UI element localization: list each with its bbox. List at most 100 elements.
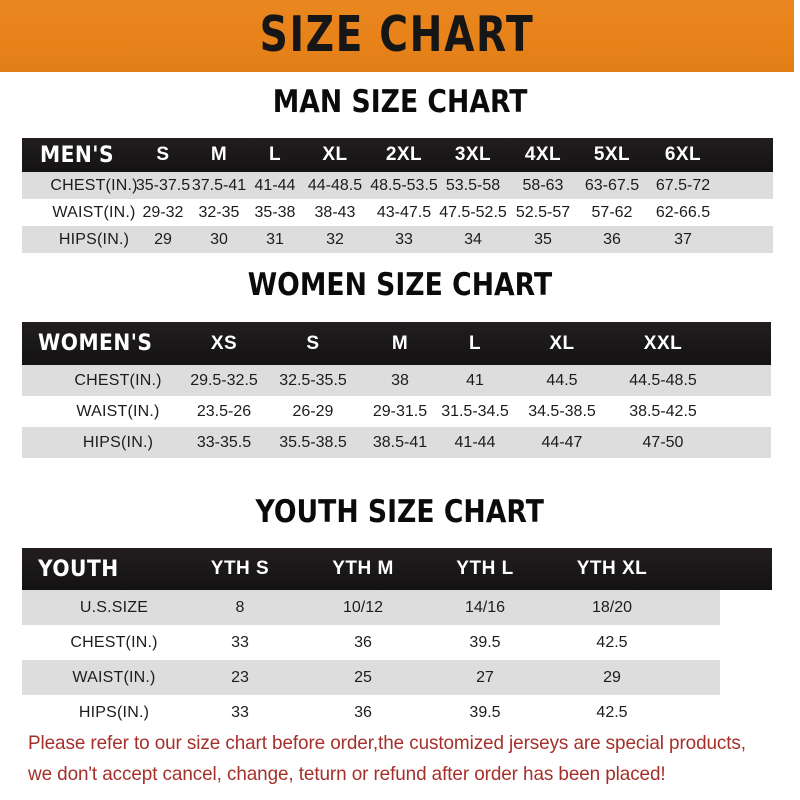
table-cell: 32.5-35.5 xyxy=(279,371,347,389)
table-cell: 38.5-41 xyxy=(372,433,428,451)
youth-row-label: U.S.SIZE xyxy=(79,598,149,616)
youth-row-label: WAIST(IN.) xyxy=(72,668,156,686)
order-policy-note: Please refer to our size chart before or… xyxy=(28,728,780,790)
table-cell: 47-50 xyxy=(642,433,684,451)
youth-size-table: YOUTH YTH S YTH M YTH L YTH XL U.S.SIZE 8 10/12… xyxy=(22,548,772,730)
table-cell: 31 xyxy=(266,230,284,248)
table-cell: 33-35.5 xyxy=(196,433,252,451)
table-row: WAIST(IN.) 23.5-26 26-29 29-31.5 31.5-34.5 34… xyxy=(22,396,771,427)
table-row: CHEST(IN.) 35-37.5 37.5-41 41-44 44-48.5 48.5… xyxy=(22,172,773,199)
table-cell: 47.5-52.5 xyxy=(439,203,507,221)
table-row: WAIST(IN.) 29-32 32-35 35-38 38-43 43-47.5 47.… xyxy=(22,199,773,226)
women-column-header-m: M xyxy=(391,332,409,354)
men-column-header-m: M xyxy=(210,144,228,165)
youth-section-title: YOUTH SIZE CHART xyxy=(0,494,800,530)
table-cell: 41-44 xyxy=(254,176,296,194)
women-size-table: WOMEN'S XS S M L XL XXL CHEST(IN.) 29.5-32.5 32.5… xyxy=(22,322,771,458)
women-corner-label: WOMEN'S xyxy=(38,322,230,365)
youth-row-label: CHEST(IN.) xyxy=(70,633,158,651)
women-row-label: WAIST(IN.) xyxy=(76,402,160,420)
men-column-header-6xl: 6XL xyxy=(664,144,702,165)
men-column-header-xl: XL xyxy=(322,144,348,165)
women-column-header-s: S xyxy=(306,332,320,354)
youth-section-title-text: YOUTH SIZE CHART xyxy=(255,494,545,530)
table-cell: 18/20 xyxy=(591,598,633,616)
table-cell: 34.5-38.5 xyxy=(528,402,596,420)
man-section-title: MAN SIZE CHART xyxy=(0,84,800,120)
table-cell: 14/16 xyxy=(464,598,506,616)
table-cell: 67.5-72 xyxy=(655,176,711,194)
table-cell: 26-29 xyxy=(292,402,334,420)
women-column-header-xl: XL xyxy=(549,332,575,354)
table-cell: 41 xyxy=(466,371,484,389)
men-column-header-3xl: 3XL xyxy=(454,144,492,165)
youth-column-header-yth-s: YTH S xyxy=(210,558,270,579)
table-cell: 42.5 xyxy=(596,703,628,721)
women-column-header-xs: XS xyxy=(210,332,238,354)
table-cell: 35 xyxy=(534,230,552,248)
table-cell: 36 xyxy=(603,230,621,248)
table-cell: 44.5-48.5 xyxy=(629,371,697,389)
table-cell: 35.5-38.5 xyxy=(279,433,347,451)
table-row: HIPS(IN.) 33-35.5 35.5-38.5 38.5-41 41-44 44-… xyxy=(22,427,771,458)
table-cell: 23.5-26 xyxy=(196,402,252,420)
table-cell: 44-47 xyxy=(541,433,583,451)
order-policy-note-line-1: Please refer to our size chart before or… xyxy=(28,732,746,754)
table-cell: 41-44 xyxy=(454,433,496,451)
order-policy-note-line-2: we don't accept cancel, change, teturn o… xyxy=(28,763,666,785)
youth-table-header-row: YOUTH YTH S YTH M YTH L YTH XL xyxy=(22,548,772,590)
banner: SIZE CHART xyxy=(0,0,794,72)
table-cell: 23 xyxy=(231,668,249,686)
table-cell: 33 xyxy=(231,633,249,651)
table-cell: 37 xyxy=(674,230,692,248)
table-cell: 10/12 xyxy=(342,598,384,616)
table-row: CHEST(IN.) 29.5-32.5 32.5-35.5 38 41 44.5 44.5… xyxy=(22,365,771,396)
table-cell: 38-43 xyxy=(314,203,356,221)
table-cell: 52.5-57 xyxy=(515,203,571,221)
table-cell: 53.5-58 xyxy=(445,176,501,194)
table-cell: 29 xyxy=(154,230,172,248)
men-row-label: CHEST(IN.) xyxy=(50,176,138,194)
table-cell: 57-62 xyxy=(591,203,633,221)
youth-column-header-yth-m: YTH M xyxy=(332,558,394,579)
banner-title: SIZE CHART xyxy=(259,6,535,63)
table-cell: 36 xyxy=(354,703,372,721)
table-cell: 33 xyxy=(231,703,249,721)
table-cell: 37.5-41 xyxy=(191,176,247,194)
youth-column-header-yth-l: YTH L xyxy=(456,558,514,579)
table-cell: 32-35 xyxy=(198,203,240,221)
man-section-title-text: MAN SIZE CHART xyxy=(272,84,528,120)
table-cell: 44-48.5 xyxy=(307,176,363,194)
youth-corner-label-text: YOUTH xyxy=(38,556,119,582)
table-cell: 33 xyxy=(395,230,413,248)
table-cell: 48.5-53.5 xyxy=(370,176,438,194)
youth-corner-label: YOUTH xyxy=(38,548,222,590)
table-cell: 25 xyxy=(354,668,372,686)
youth-column-header-yth-xl: YTH XL xyxy=(576,558,648,579)
table-cell: 34 xyxy=(464,230,482,248)
table-cell: 38 xyxy=(391,371,409,389)
table-cell: 39.5 xyxy=(469,633,501,651)
men-corner-label: MEN'S xyxy=(40,138,184,172)
table-cell: 27 xyxy=(476,668,494,686)
table-cell: 30 xyxy=(210,230,228,248)
men-row-label: WAIST(IN.) xyxy=(52,203,136,221)
men-column-header-4xl: 4XL xyxy=(524,144,562,165)
men-column-header-l: L xyxy=(268,144,282,165)
table-cell: 44.5 xyxy=(546,371,578,389)
table-cell: 32 xyxy=(326,230,344,248)
table-cell: 39.5 xyxy=(469,703,501,721)
men-row-label: HIPS(IN.) xyxy=(58,230,130,248)
men-column-header-5xl: 5XL xyxy=(593,144,631,165)
table-cell: 8 xyxy=(235,598,245,616)
women-section-title: WOMEN SIZE CHART xyxy=(0,267,800,303)
table-cell: 29-31.5 xyxy=(372,402,428,420)
table-cell: 62-66.5 xyxy=(655,203,711,221)
table-row: HIPS(IN.) 33 36 39.5 42.5 xyxy=(22,695,772,730)
table-cell: 29-32 xyxy=(142,203,184,221)
table-cell: 42.5 xyxy=(596,633,628,651)
youth-row-label: HIPS(IN.) xyxy=(78,703,150,721)
table-row: WAIST(IN.) 23 25 27 29 xyxy=(22,660,720,695)
table-cell: 38.5-42.5 xyxy=(629,402,697,420)
women-section-title-text: WOMEN SIZE CHART xyxy=(247,267,553,303)
